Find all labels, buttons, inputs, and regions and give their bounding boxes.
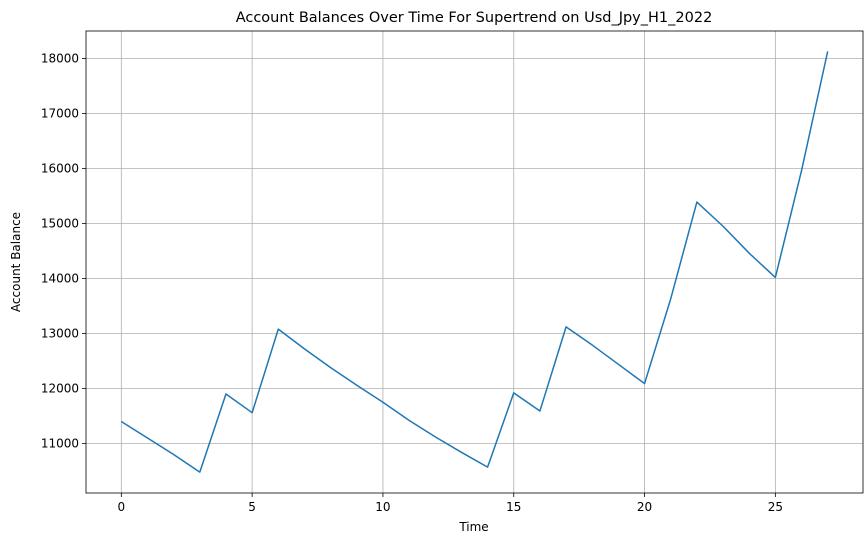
x-tick-label: 20 — [637, 500, 652, 514]
y-tick-label: 14000 — [41, 272, 79, 286]
series-layer — [120, 51, 829, 473]
y-tick-label: 15000 — [41, 217, 79, 231]
y-tick-label: 16000 — [41, 162, 79, 176]
x-tick-label: 0 — [117, 500, 125, 514]
series-line — [120, 51, 829, 473]
x-tick-label: 15 — [506, 500, 521, 514]
y-tick-label: 18000 — [41, 52, 79, 66]
y-axis-label: Account Balance — [9, 212, 23, 312]
x-tick-label: 10 — [375, 500, 390, 514]
plot-frame — [85, 30, 864, 494]
y-tick-label: 11000 — [41, 437, 79, 451]
y-tick-label: 17000 — [41, 107, 79, 121]
axis-ticks: 0 5 10 15 20 25 11000 12000 13000 14000 15000 16000… — [41, 52, 783, 515]
grid-lines — [86, 31, 863, 493]
y-tick-label: 13000 — [41, 327, 79, 341]
x-tick-label: 5 — [248, 500, 256, 514]
chart-title: Account Balances Over Time For Supertren… — [236, 10, 713, 26]
x-axis-label: Time — [458, 520, 488, 534]
x-tick-label: 25 — [768, 500, 783, 514]
y-tick-label: 12000 — [41, 382, 79, 396]
